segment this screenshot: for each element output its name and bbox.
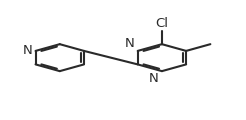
Text: N: N — [23, 44, 32, 57]
Text: N: N — [125, 37, 135, 50]
Text: Cl: Cl — [155, 17, 169, 30]
Text: N: N — [149, 72, 159, 85]
